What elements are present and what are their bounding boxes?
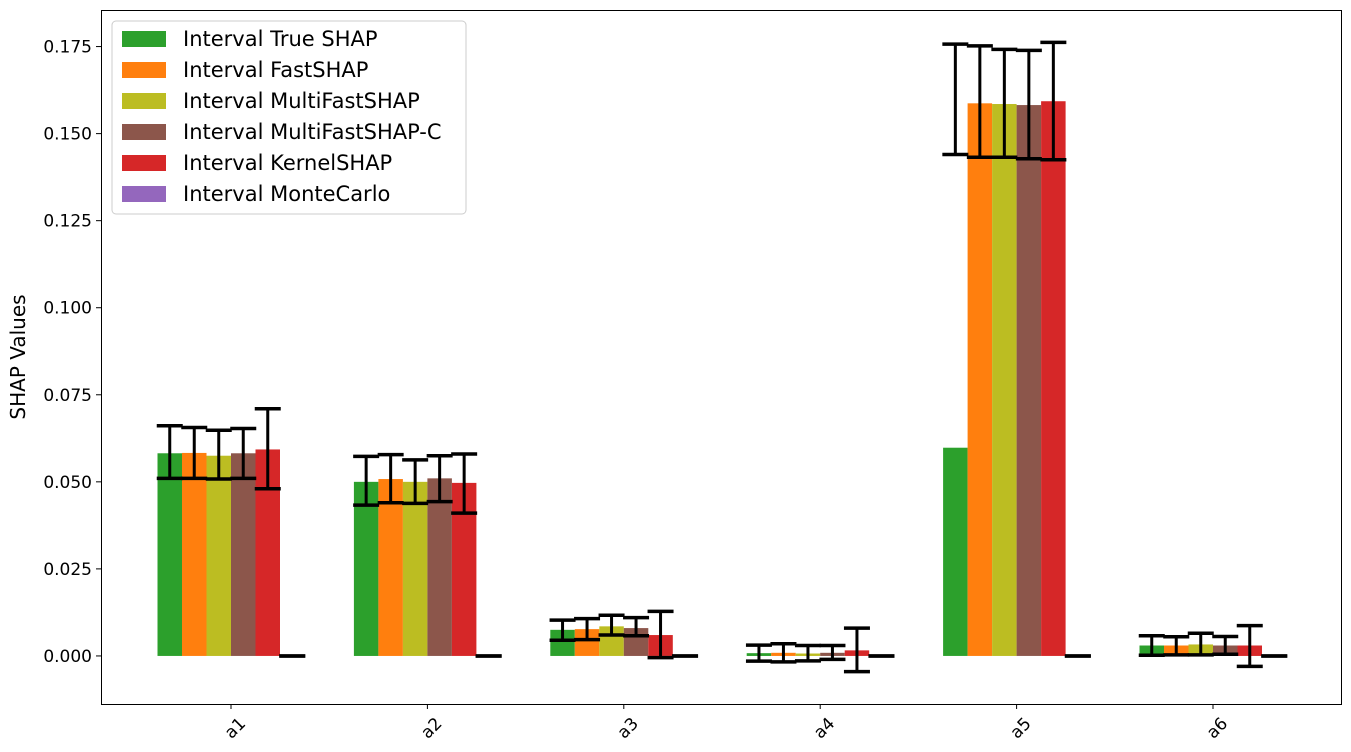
- error-bar-a1-series-4: [254, 406, 281, 491]
- bar-a5-series-0: [943, 447, 968, 656]
- error-bar-a5-series-0: [942, 42, 969, 157]
- legend-swatch: [122, 155, 166, 171]
- error-bar-a2-series-0: [353, 454, 380, 507]
- error-bar-a4-series-0: [745, 643, 772, 663]
- legend-label: Interval MonteCarlo: [183, 182, 390, 206]
- error-bar-a3-series-0: [549, 618, 576, 643]
- bar-a5-series-2: [992, 104, 1017, 656]
- legend: Interval True SHAP Interval FastSHAP Inter…: [111, 20, 467, 215]
- error-bar-a4-series-2: [794, 643, 821, 663]
- x-axis: a1 a2 a3 a4 a5 a6: [221, 704, 1232, 743]
- error-bar-a4-series-1: [770, 642, 797, 664]
- legend-box: [111, 20, 467, 215]
- error-bar-a5-series-4: [1040, 40, 1067, 162]
- bar-a5-series-3: [1016, 105, 1042, 656]
- legend-label: Interval FastSHAP: [183, 58, 368, 82]
- error-bar-a3-series-1: [574, 616, 601, 642]
- error-bar-a3-series-2: [598, 613, 625, 637]
- x-tick-label: a4: [810, 714, 839, 743]
- error-bar-a6-series-0: [1138, 633, 1165, 657]
- legend-swatch: [122, 186, 166, 202]
- y-tick-label: 0.150: [43, 125, 92, 145]
- x-tick-label: a3: [614, 714, 643, 743]
- error-bar-a6-series-4: [1236, 623, 1263, 669]
- bar-a1-series-0: [157, 453, 182, 656]
- bar-a2-series-0: [353, 481, 379, 656]
- x-tick-label: a5: [1006, 714, 1035, 743]
- error-bar-a4-series-4: [843, 626, 870, 674]
- y-tick-label: 0.050: [43, 473, 92, 493]
- y-axis: 0.000 0.025 0.050 0.075 0.100 0.125 0.150 0.175: [43, 38, 101, 667]
- error-bar-a2-series-1: [377, 452, 404, 505]
- error-bar-a6-series-2: [1187, 631, 1214, 657]
- legend-label: Interval KernelSHAP: [183, 151, 392, 175]
- legend-swatch: [122, 62, 166, 78]
- bar-a1-series-3: [231, 453, 256, 656]
- x-tick-label: a6: [1203, 714, 1232, 743]
- error-bar-a3-series-4: [647, 609, 674, 660]
- legend-label: Interval MultiFastSHAP-C: [183, 120, 442, 144]
- error-bar-a4-series-3: [819, 643, 846, 662]
- legend-swatch: [122, 124, 166, 140]
- legend-swatch: [122, 93, 166, 109]
- error-bars-layer: [156, 40, 1288, 674]
- x-tick-label: a1: [221, 714, 250, 743]
- bar-a1-series-1: [182, 452, 207, 656]
- error-bar-a1-series-2: [205, 428, 232, 481]
- error-bar-a1-series-0: [156, 424, 183, 481]
- y-tick-label: 0.100: [43, 299, 92, 319]
- y-tick-label: 0.075: [43, 386, 92, 406]
- bar-a2-series-2: [402, 481, 428, 656]
- y-tick-label: 0.000: [43, 647, 92, 667]
- bar-a5-series-1: [967, 103, 993, 656]
- x-tick-label: a2: [417, 714, 446, 743]
- legend-swatch: [122, 31, 166, 47]
- error-bar-a1-series-3: [230, 426, 257, 481]
- bar-a5-series-4: [1041, 101, 1066, 656]
- y-tick-label: 0.175: [43, 38, 92, 58]
- error-bar-a2-series-2: [402, 458, 429, 506]
- plot-frame: [101, 10, 1342, 705]
- legend-label: Interval MultiFastSHAP: [183, 89, 420, 113]
- error-bar-a2-series-3: [426, 453, 453, 504]
- error-bar-a5-series-3: [1015, 48, 1042, 161]
- y-tick-label: 0.025: [43, 560, 92, 580]
- y-tick-label: 0.125: [43, 212, 92, 232]
- legend-label: Interval True SHAP: [183, 27, 378, 51]
- bar-a2-series-1: [378, 479, 403, 656]
- error-bar-a2-series-4: [451, 452, 478, 515]
- error-bar-a1-series-1: [181, 425, 208, 481]
- error-bar-a5-series-1: [966, 44, 993, 160]
- error-bar-a3-series-3: [623, 615, 650, 638]
- bar-a1-series-2: [206, 455, 231, 656]
- bar-a2-series-3: [427, 478, 452, 656]
- error-bar-a5-series-2: [991, 47, 1018, 160]
- y-axis-title: SHAP Values: [6, 294, 30, 419]
- error-bar-a6-series-1: [1163, 635, 1190, 657]
- error-bar-a6-series-3: [1212, 634, 1239, 656]
